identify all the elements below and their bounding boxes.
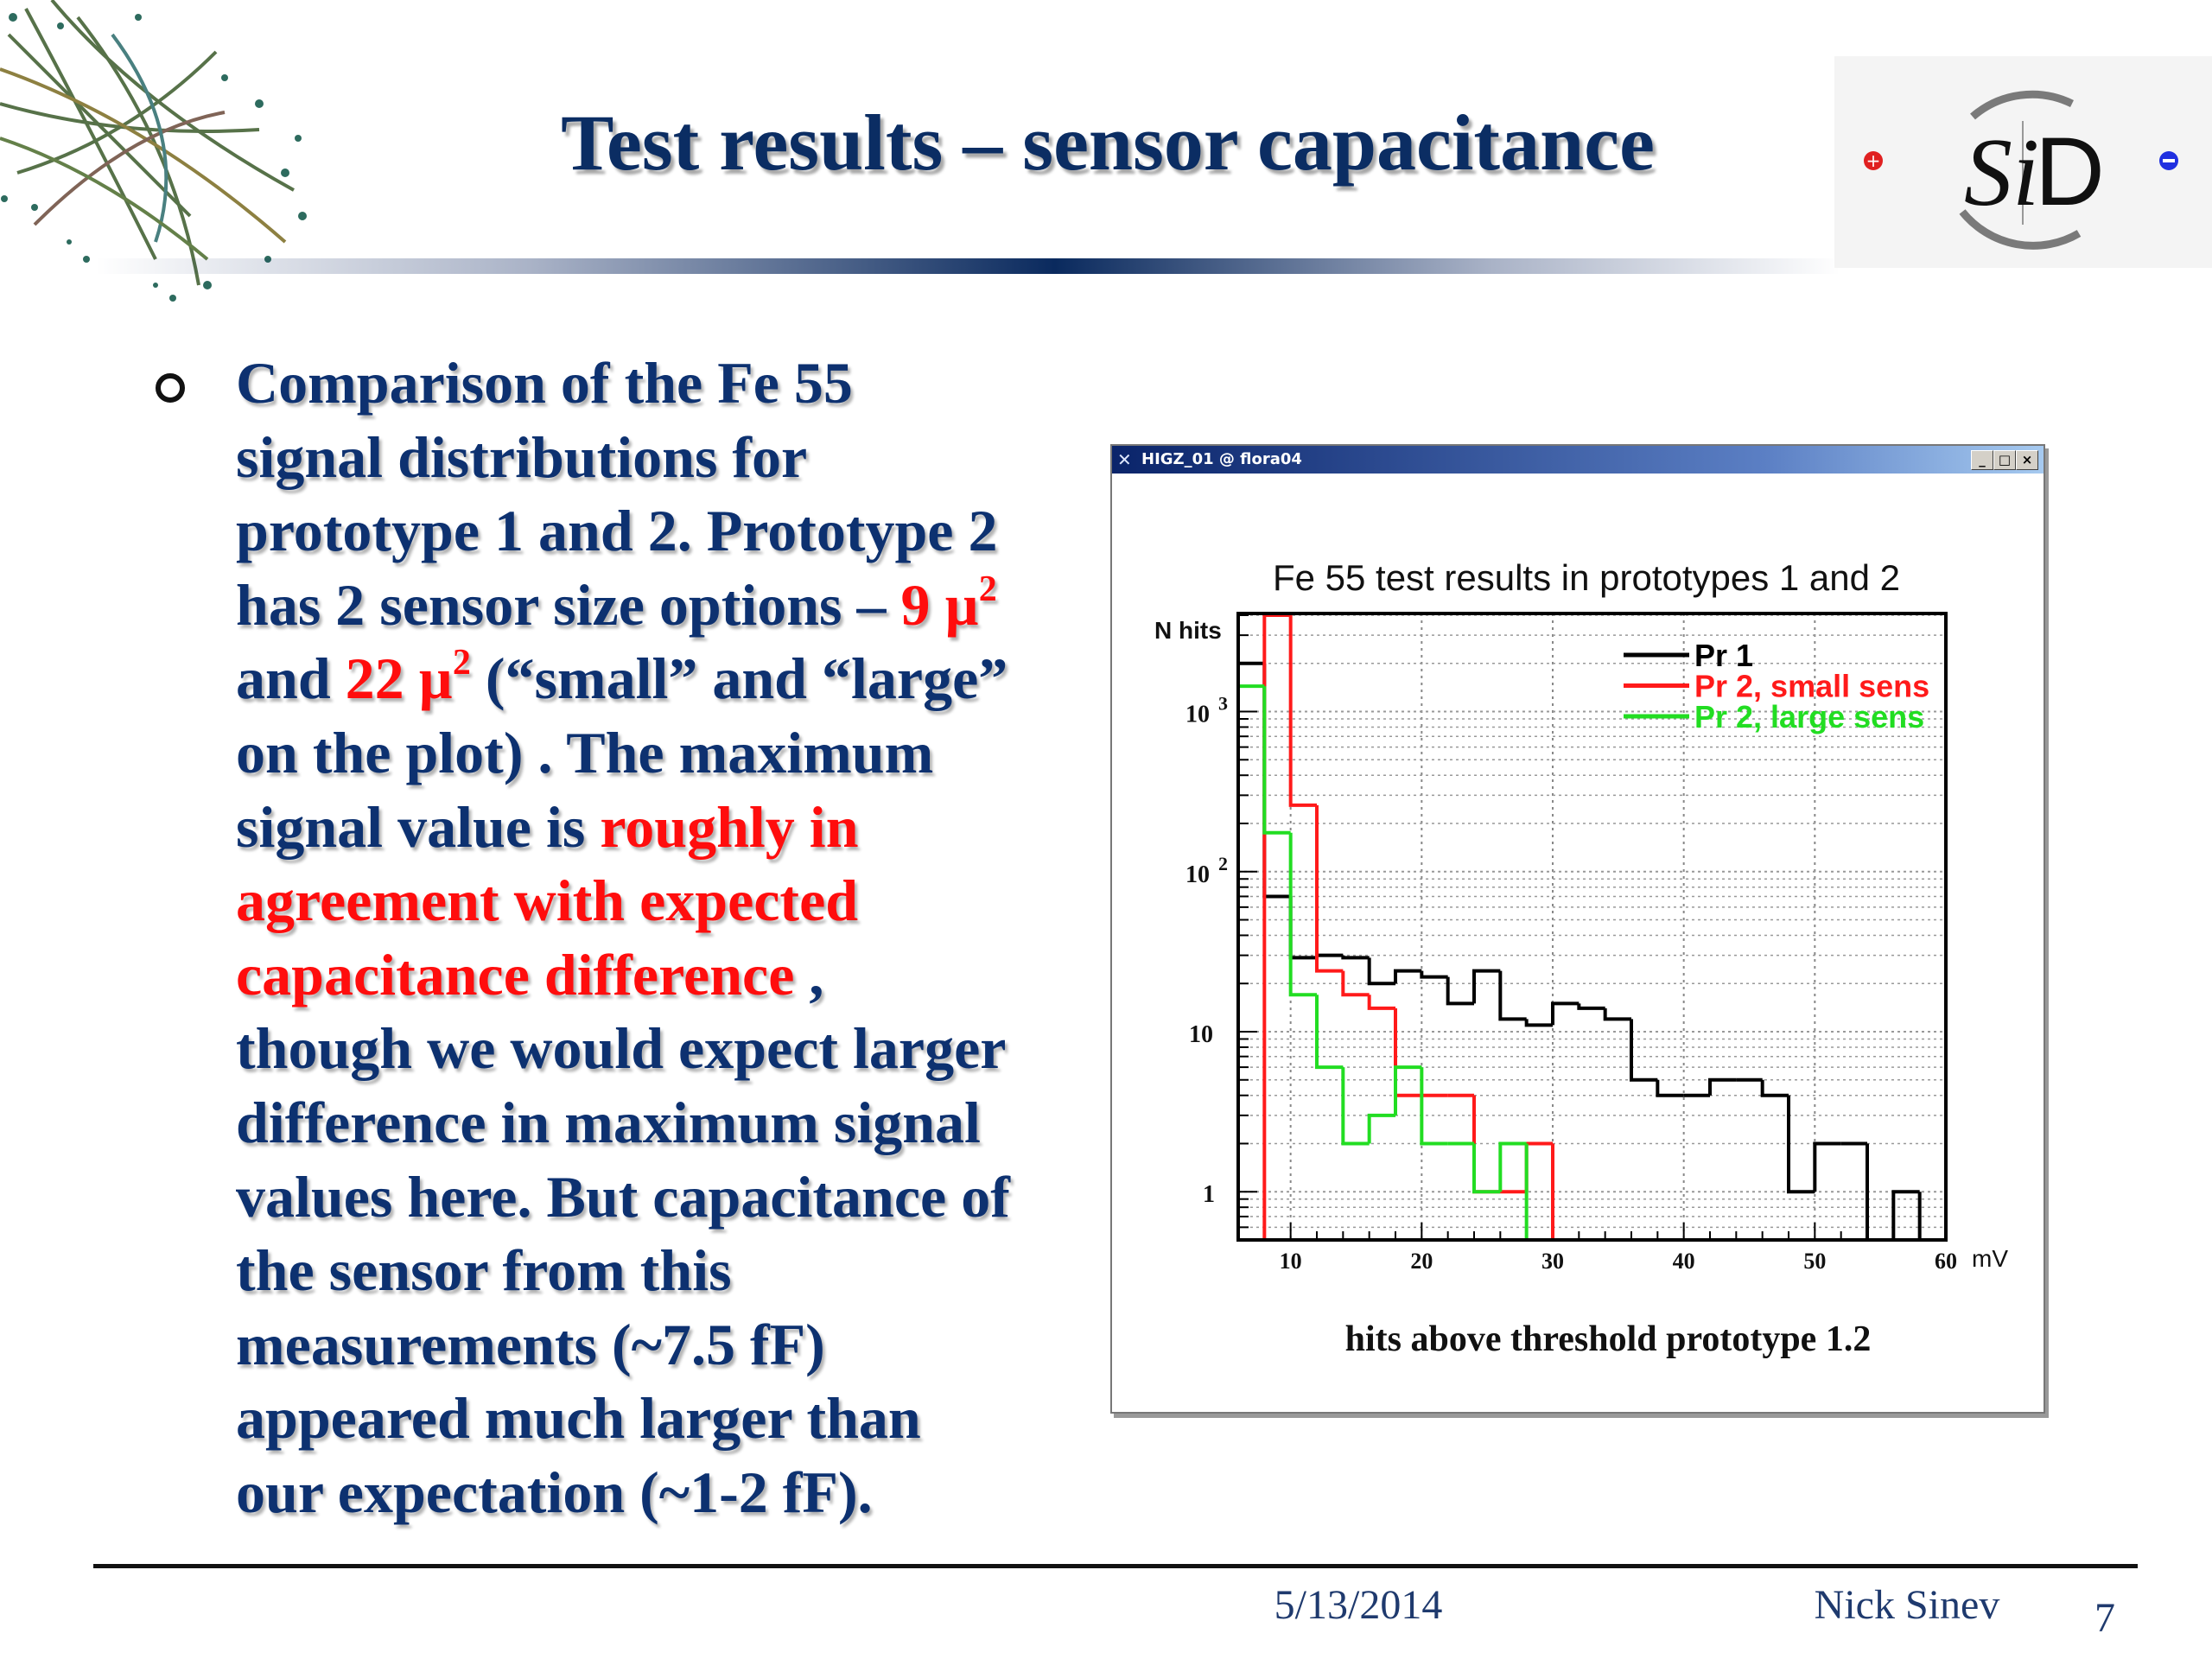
app-icon: ✕ [1117,449,1132,470]
body-line: prototype 1 and 2. Prototype 2 [236,494,1010,569]
text-segment: measurements (~7.5 fF) [236,1311,825,1377]
title-underline-gradient [95,258,1840,274]
body-line: signal distributions for [236,421,1010,495]
highlighted-text: 2 [978,569,997,609]
highlighted-text: 22 µ [345,645,453,712]
text-segment: signal distributions for [236,423,808,490]
highlighted-text: roughly in [600,793,859,860]
body-line: our expectation (~1-2 fF). [236,1456,1010,1530]
minimize-button[interactable]: _ [1971,450,1993,470]
sid-logo: Si D + [1834,56,2212,268]
body-line: Comparison of the Fe 55 [236,346,1010,421]
text-segment: on the plot) . The maximum [236,719,934,785]
svg-text:+: + [1866,150,1881,171]
svg-text:Si: Si [1964,119,2039,226]
body-line: the sensor from this [236,1234,1010,1308]
sid-logo-graphic: Si D + [1864,90,2178,250]
text-segment: (“small” and “large” [470,645,1008,712]
text-segment: signal value is [236,793,601,860]
page-number: 7 [2094,1595,2115,1641]
footer-divider [93,1564,2138,1568]
higz-plot-window: ✕ HIGZ_01 @ flora04 _ □ × [1110,444,2045,1414]
highlighted-text: 2 [452,643,471,683]
close-button[interactable]: × [2016,450,2038,470]
body-line: difference in maximum signal [236,1086,1010,1160]
highlighted-text: capacitance difference [236,941,795,1007]
body-line: appeared much larger than [236,1382,1010,1456]
text-segment: though we would expect larger [236,1015,1007,1082]
body-line: though we would expect larger [236,1012,1010,1086]
maximize-button[interactable]: □ [1993,450,2016,470]
text-segment: difference in maximum signal [236,1089,981,1155]
footer-author: Nick Sinev [1814,1582,2000,1628]
window-title-bar[interactable]: ✕ HIGZ_01 @ flora04 _ □ × [1112,446,2044,474]
body-text: Comparison of the Fe 55 signal distributi… [236,346,1010,1530]
text-segment: the sensor from this [236,1237,732,1304]
window-title: HIGZ_01 @ flora04 [1141,450,1302,468]
body-line: agreement with expected [236,864,1010,938]
footer-date: 5/13/2014 [1274,1582,1443,1628]
body-line: and 22 µ2 (“small” and “large” [236,642,1010,716]
slide-title: Test results – sensor capacitance [561,99,1655,187]
body-line: measurements (~7.5 fF) [236,1308,1010,1382]
bullet-circle-icon [156,373,185,403]
text-segment: Comparison of the Fe 55 [236,350,853,416]
text-segment: and [236,645,346,712]
body-line: on the plot) . The maximum [236,716,1010,791]
highlighted-text: agreement with expected [236,868,859,934]
particle-event-graphic [0,0,307,302]
text-segment: values here. But capacitance of [236,1163,1010,1230]
body-line: signal value is roughly in [236,791,1010,865]
body-line: values here. But capacitance of [236,1160,1010,1235]
body-line: capacitance difference , [236,938,1010,1013]
text-segment: appeared much larger than [236,1385,921,1452]
text-segment: , [794,941,824,1007]
text-segment: prototype 1 and 2. Prototype 2 [236,498,998,564]
svg-text:D: D [2035,118,2105,226]
text-segment: our expectation (~1-2 fF). [236,1459,873,1525]
body-line: has 2 sensor size options – 9 µ2 [236,569,1010,643]
highlighted-text: 9 µ [900,571,979,638]
text-segment: has 2 sensor size options – [236,571,901,638]
